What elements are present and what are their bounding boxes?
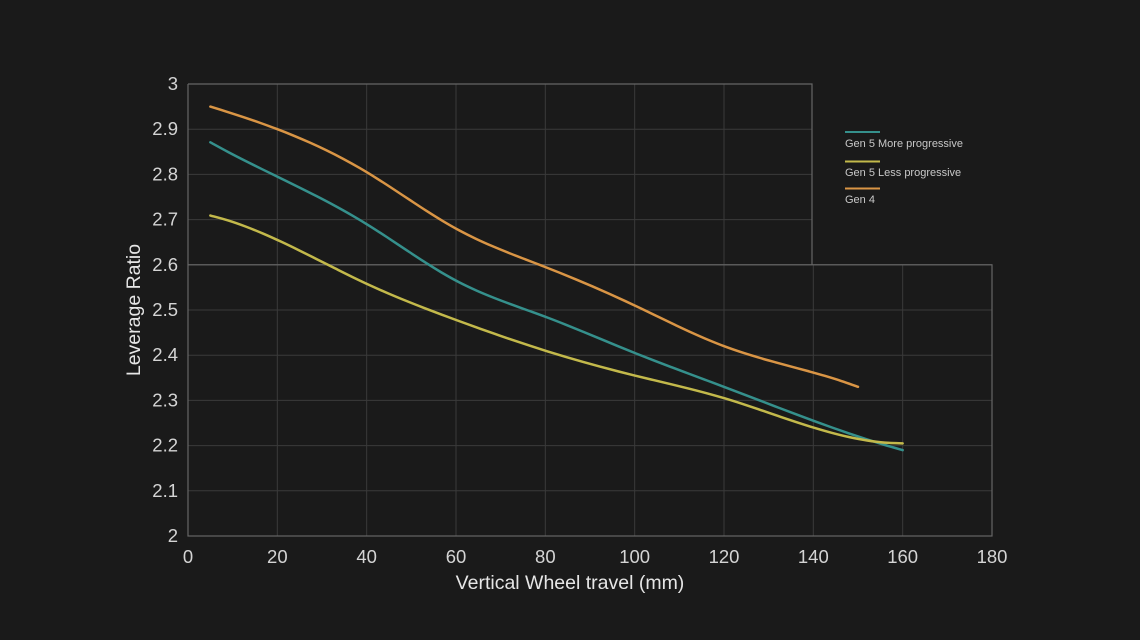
svg-text:2.9: 2.9	[152, 118, 178, 139]
svg-text:2.6: 2.6	[152, 254, 178, 275]
svg-text:0: 0	[183, 546, 193, 567]
svg-text:2.1: 2.1	[152, 480, 178, 501]
svg-text:Gen 4: Gen 4	[845, 194, 875, 206]
svg-text:2.7: 2.7	[152, 209, 178, 230]
svg-text:3: 3	[168, 73, 178, 94]
svg-text:80: 80	[535, 546, 556, 567]
svg-text:Vertical Wheel travel (mm): Vertical Wheel travel (mm)	[456, 572, 685, 594]
svg-text:Leverage Ratio: Leverage Ratio	[123, 244, 145, 376]
svg-text:2.8: 2.8	[152, 163, 178, 184]
svg-text:140: 140	[798, 546, 829, 567]
svg-text:2.5: 2.5	[152, 299, 178, 320]
svg-text:2.2: 2.2	[152, 435, 178, 456]
svg-text:20: 20	[267, 546, 288, 567]
svg-text:Gen 5 More progressive: Gen 5 More progressive	[845, 138, 963, 150]
svg-text:60: 60	[446, 546, 467, 567]
svg-text:160: 160	[887, 546, 918, 567]
svg-text:100: 100	[619, 546, 650, 567]
svg-text:120: 120	[709, 546, 740, 567]
svg-text:Gen 5 Less progressive: Gen 5 Less progressive	[845, 167, 961, 179]
svg-text:2.4: 2.4	[152, 344, 178, 365]
svg-text:40: 40	[356, 546, 377, 567]
svg-text:180: 180	[977, 546, 1008, 567]
svg-text:2: 2	[168, 525, 178, 546]
svg-text:2.3: 2.3	[152, 389, 178, 410]
